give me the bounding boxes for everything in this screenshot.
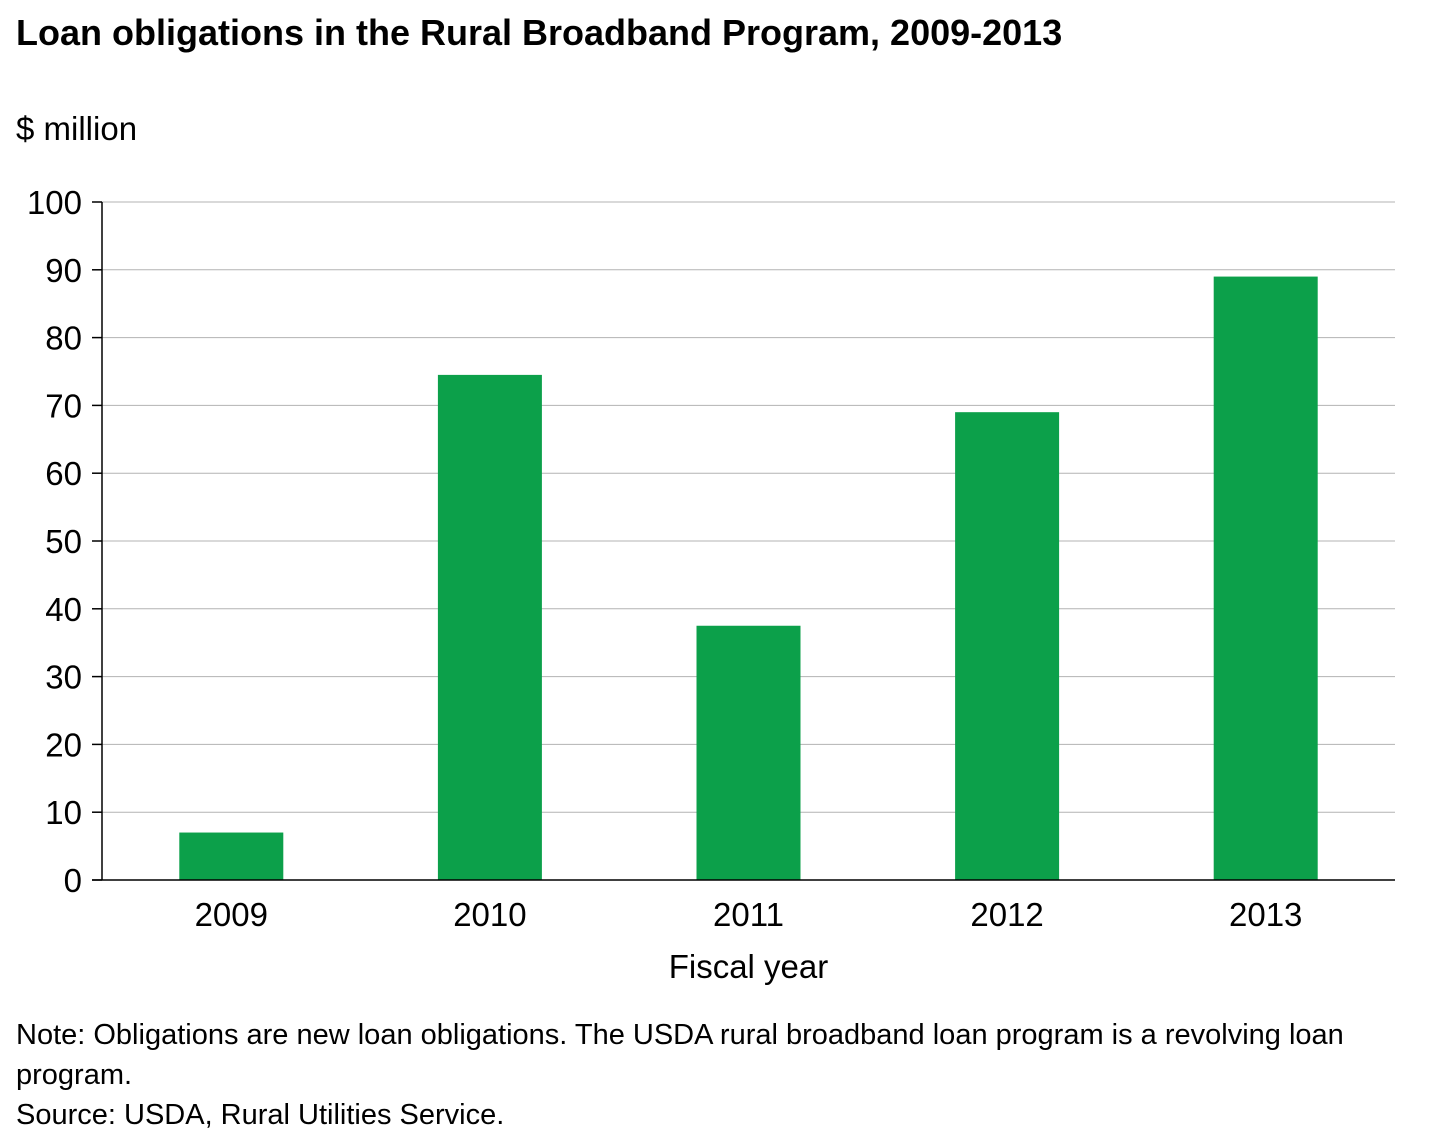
bar-2010 bbox=[437, 374, 542, 880]
y-axis-label: $ million bbox=[16, 110, 138, 147]
y-tick-label: 70 bbox=[45, 387, 82, 424]
x-tick-label: 2011 bbox=[713, 896, 784, 933]
chart-footer: Note: Obligations are new loan obligatio… bbox=[16, 1015, 1406, 1135]
bar-2009 bbox=[179, 832, 284, 880]
y-tick-label: 20 bbox=[45, 726, 82, 763]
x-tick-label: 2009 bbox=[195, 896, 268, 933]
x-axis-label: Fiscal year bbox=[669, 948, 829, 985]
y-tick-label: 50 bbox=[45, 523, 82, 560]
chart-source: Source: USDA, Rural Utilities Service. bbox=[16, 1099, 505, 1131]
y-tick-label: 10 bbox=[45, 794, 82, 831]
y-tick-label: 90 bbox=[45, 252, 82, 289]
y-tick-label: 40 bbox=[45, 591, 82, 628]
bar-2012 bbox=[955, 412, 1060, 880]
y-tick-label: 30 bbox=[45, 659, 82, 696]
bar-2013 bbox=[1213, 276, 1318, 881]
chart-note: Note: Obligations are new loan obligatio… bbox=[16, 1019, 1344, 1091]
chart-title: Loan obligations in the Rural Broadband … bbox=[16, 12, 1063, 53]
x-tick-label: 2013 bbox=[1229, 896, 1302, 933]
x-tick-label: 2010 bbox=[453, 896, 526, 933]
bar-chart: 0 10 20 30 40 50 60 70 80 90 100 2009 2010 2011 2012 20… bbox=[27, 184, 1395, 985]
bar-2011 bbox=[696, 625, 801, 880]
y-tick-label: 0 bbox=[64, 862, 82, 899]
y-tick-label: 80 bbox=[45, 320, 82, 357]
x-tick-label: 2012 bbox=[970, 896, 1043, 933]
y-tick-label: 100 bbox=[27, 184, 82, 221]
y-tick-label: 60 bbox=[45, 455, 82, 492]
